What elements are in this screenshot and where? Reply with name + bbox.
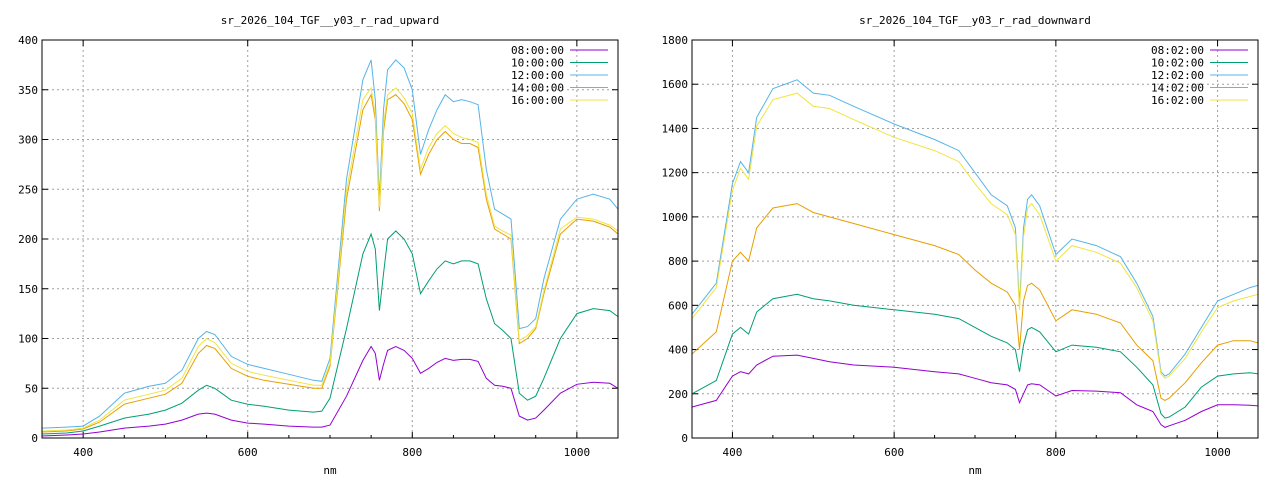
legend-label: 12:02:00 (1151, 69, 1204, 82)
y-tick-label: 0 (31, 432, 38, 445)
legend-label: 10:00:00 (511, 57, 564, 70)
chart-panel-1: sr_2026_104_TGF__y03_r_rad_downward 0 200 4… (662, 14, 1259, 477)
y-tick-label: 1000 (662, 211, 689, 224)
legend-label: 08:02:00 (1151, 44, 1204, 57)
y-tick-label: 200 (18, 233, 38, 246)
y-tick-label: 100 (18, 333, 38, 346)
y-tick-label: 1200 (662, 167, 689, 180)
series-line-120000 (42, 59, 618, 429)
chart-panel-0: sr_2026_104_TGF__y03_r_rad_upward 0 50 100 1… (18, 14, 619, 477)
chart-title: sr_2026_104_TGF__y03_r_rad_downward (859, 14, 1091, 27)
x-tick-label: 1000 (1204, 446, 1231, 459)
y-tick-label: 250 (18, 183, 38, 196)
legend-label: 14:02:00 (1151, 82, 1204, 95)
legend-label: 14:00:00 (511, 82, 564, 95)
series-line-140200 (692, 203, 1258, 401)
y-tick-label: 0 (681, 432, 688, 445)
y-tick-label: 1800 (662, 34, 689, 47)
series-line-080000 (42, 345, 618, 437)
x-tick-label: 800 (1046, 446, 1066, 459)
y-tick-label: 150 (18, 283, 38, 296)
chart-title: sr_2026_104_TGF__y03_r_rad_upward (221, 14, 440, 27)
x-tick-label: 600 (884, 446, 904, 459)
y-tick-label: 400 (18, 34, 38, 47)
legend-label: 12:00:00 (511, 69, 564, 82)
series-line-140000 (42, 93, 618, 433)
y-tick-label: 800 (668, 255, 688, 268)
series-line-160000 (42, 86, 618, 432)
legend-label: 16:00:00 (511, 94, 564, 107)
y-tick-label: 600 (668, 299, 688, 312)
y-tick-label: 200 (668, 388, 688, 401)
y-tick-label: 50 (25, 382, 38, 395)
series-line-100200 (692, 293, 1258, 419)
x-tick-label: 800 (402, 446, 422, 459)
y-tick-label: 1600 (662, 78, 689, 91)
legend-label: 16:02:00 (1151, 94, 1204, 107)
y-tick-label: 350 (18, 84, 38, 97)
plot-frame (691, 39, 1259, 439)
x-axis-label: nm (968, 464, 982, 477)
x-tick-label: 600 (238, 446, 258, 459)
y-tick-label: 300 (18, 134, 38, 147)
legend-label: 10:02:00 (1151, 57, 1204, 70)
x-tick-label: 400 (73, 446, 93, 459)
series-line-120200 (692, 79, 1258, 377)
series-line-100000 (42, 230, 618, 435)
x-axis-label: nm (323, 464, 337, 477)
x-tick-label: 400 (722, 446, 742, 459)
y-tick-label: 1400 (662, 122, 689, 135)
series-line-160200 (692, 92, 1258, 379)
series-line-080200 (692, 354, 1258, 428)
x-tick-label: 1000 (564, 446, 591, 459)
y-tick-label: 400 (668, 344, 688, 357)
legend-label: 08:00:00 (511, 44, 564, 57)
plot-frame (41, 39, 619, 439)
